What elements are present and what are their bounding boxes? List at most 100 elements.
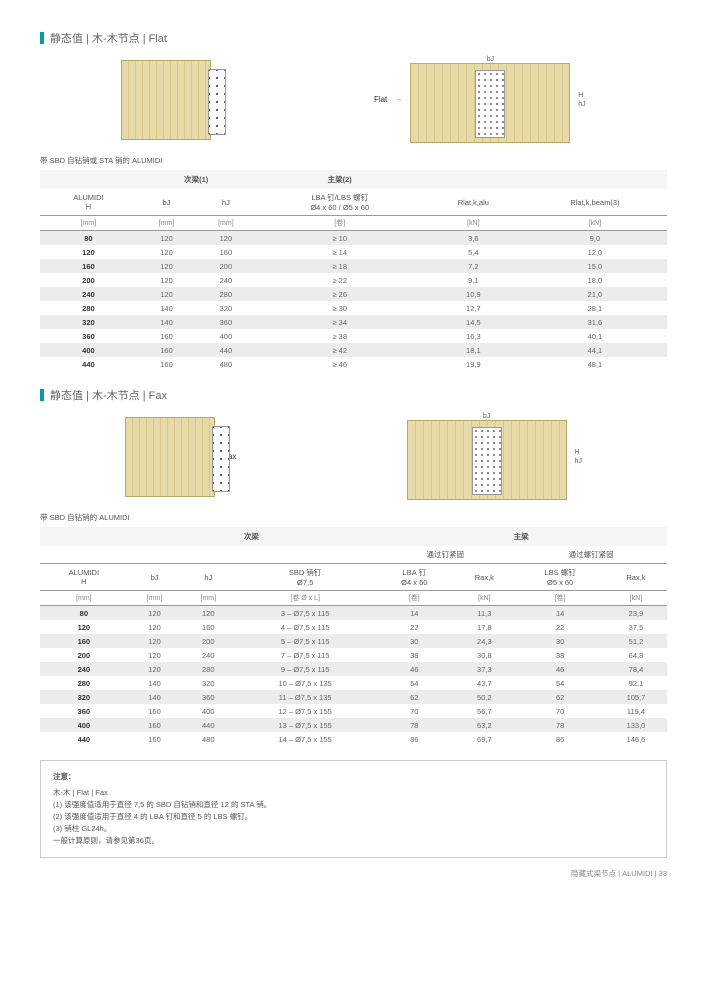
table-row: 160120200≥ 187,215,0 bbox=[40, 259, 667, 273]
table-row: 32014036011 – Ø7,5 x 1356250,262105,7 bbox=[40, 690, 667, 704]
table-cell: 37,5 bbox=[605, 620, 667, 634]
table-row: 801201203 – Ø7,5 x 1151411,31423,9 bbox=[40, 606, 667, 621]
table-cell: 12,7 bbox=[424, 301, 523, 315]
table-cell: 48,1 bbox=[523, 357, 667, 371]
wood-wide-icon bbox=[410, 63, 570, 143]
notes-item: 一般计算原则，请参见第36页。 bbox=[53, 835, 654, 847]
table-cell: 9 – Ø7,5 x 115 bbox=[235, 662, 375, 676]
table-cell: 21,0 bbox=[523, 287, 667, 301]
table-unit: [mm] bbox=[40, 216, 137, 231]
arrow-icon: → bbox=[395, 96, 402, 103]
table-cell: 200 bbox=[40, 273, 137, 287]
table-cell: ≥ 46 bbox=[256, 357, 424, 371]
table-row: 1201201604 – Ø7,5 x 1152217,82237,5 bbox=[40, 620, 667, 634]
table-cell: 160 bbox=[128, 704, 182, 718]
table-cell: 140 bbox=[137, 315, 196, 329]
table-cell: 4 – Ø7,5 x 115 bbox=[235, 620, 375, 634]
table-header: LBA 钉/LBS 螺钉Ø4 x 60 / Ø5 x 60 bbox=[256, 189, 424, 216]
table-header: Rax,k bbox=[453, 564, 515, 591]
table-cell: 46 bbox=[375, 662, 453, 676]
table-unit: [卷] bbox=[375, 591, 453, 606]
table-cell: 440 bbox=[181, 718, 235, 732]
table-unit: [mm] bbox=[137, 216, 196, 231]
table-cell: 140 bbox=[128, 676, 182, 690]
table-cell: 22 bbox=[515, 620, 605, 634]
table-cell: 86 bbox=[375, 732, 453, 746]
table-header: Rax,k bbox=[605, 564, 667, 591]
table-row: 440160480≥ 4619,948,1 bbox=[40, 357, 667, 371]
table-cell: 62 bbox=[375, 690, 453, 704]
table-header: 次梁(1) bbox=[137, 170, 256, 189]
table-cell: 30 bbox=[375, 634, 453, 648]
table-cell: 56,7 bbox=[453, 704, 515, 718]
section2-title: 静态值 | 木-木节点 | Fax bbox=[40, 387, 667, 403]
table-header: hJ bbox=[181, 564, 235, 591]
notes-subtitle: 木-木 | Flat | Fax bbox=[53, 787, 654, 799]
table-cell: 62 bbox=[515, 690, 605, 704]
table-cell: 40,1 bbox=[523, 329, 667, 343]
table-cell: 18,0 bbox=[523, 273, 667, 287]
table-cell: 160 bbox=[137, 357, 196, 371]
table-cell: ≥ 30 bbox=[256, 301, 424, 315]
table-row: 1601202005 – Ø7,5 x 1153024,33051,2 bbox=[40, 634, 667, 648]
table-cell: 70 bbox=[515, 704, 605, 718]
table-cell: 23,9 bbox=[605, 606, 667, 621]
table-header: 主梁 bbox=[375, 527, 667, 546]
table-cell: 480 bbox=[196, 357, 255, 371]
table-cell: 14 bbox=[515, 606, 605, 621]
notes-item: (3) 销柱 GL24h。 bbox=[53, 823, 654, 835]
table-cell: 92,1 bbox=[605, 676, 667, 690]
table2-body: 801201203 – Ø7,5 x 1151411,31423,9120120… bbox=[40, 606, 667, 747]
table-cell: 13 – Ø7,5 x 155 bbox=[235, 718, 375, 732]
table-header: 通过钉紧固 bbox=[375, 546, 515, 564]
table-cell: 360 bbox=[40, 329, 137, 343]
table-cell: 120 bbox=[137, 273, 196, 287]
table-cell: 78 bbox=[375, 718, 453, 732]
section2-caption: 带 SBD 自钻销的 ALUMIDI bbox=[40, 512, 667, 523]
table-header: bJ bbox=[137, 189, 196, 216]
table-row: 28014032010 – Ø7,5 x 1355443,75492,1 bbox=[40, 676, 667, 690]
table-cell: 280 bbox=[40, 301, 137, 315]
table-cell: 120 bbox=[128, 648, 182, 662]
table-cell: 11 – Ø7,5 x 135 bbox=[235, 690, 375, 704]
table-cell: 30,8 bbox=[453, 648, 515, 662]
bj-label: bJ bbox=[410, 56, 570, 63]
notes-title: 注意： bbox=[53, 771, 654, 783]
table2-group-header-row: 次梁 主梁 bbox=[40, 527, 667, 546]
table-cell: 120 bbox=[128, 620, 182, 634]
table-cell: 119,4 bbox=[605, 704, 667, 718]
table-cell: 24,3 bbox=[453, 634, 515, 648]
notes-item: (2) 该强度值适用于直径 4 的 LBA 钉和直径 5 的 LBS 螺钉。 bbox=[53, 811, 654, 823]
table-cell: 360 bbox=[40, 704, 128, 718]
h-label: H bbox=[578, 92, 585, 99]
notes-box: 注意： 木-木 | Flat | Fax (1) 该强度值适用于直径 7,5 的… bbox=[40, 760, 667, 858]
table-cell: 160 bbox=[128, 732, 182, 746]
table-cell: 9,0 bbox=[523, 231, 667, 246]
table-cell: 360 bbox=[181, 690, 235, 704]
section1-caption: 带 SBD 自钻销或 STA 销的 ALUMIDI bbox=[40, 155, 667, 166]
plate-icon bbox=[475, 70, 505, 138]
table-cell: 3 – Ø7,5 x 115 bbox=[235, 606, 375, 621]
diagram2-left: Fax bbox=[125, 417, 236, 497]
table-cell: 400 bbox=[181, 704, 235, 718]
table-cell: 9,1 bbox=[424, 273, 523, 287]
table-row: 36016040012 – Ø7,5 x 1557056,770119,4 bbox=[40, 704, 667, 718]
table-cell: 86 bbox=[515, 732, 605, 746]
table-cell: 54 bbox=[375, 676, 453, 690]
table-cell: ≥ 14 bbox=[256, 245, 424, 259]
table-cell: 120 bbox=[196, 231, 255, 246]
table-row: 320140360≥ 3414,531,6 bbox=[40, 315, 667, 329]
table-cell: 14 bbox=[375, 606, 453, 621]
notes-item: (1) 该强度值适用于直径 7,5 的 SBD 自钻销和直径 12 的 STA … bbox=[53, 799, 654, 811]
table-cell: 78 bbox=[515, 718, 605, 732]
wood-wide-icon bbox=[407, 420, 567, 500]
table-cell: 160 bbox=[181, 620, 235, 634]
table-unit: [kN] bbox=[523, 216, 667, 231]
table-cell: 17,8 bbox=[453, 620, 515, 634]
accent-bar-icon bbox=[40, 32, 44, 44]
table2-subgroup-row: 通过钉紧固 通过螺钉紧固 bbox=[40, 546, 667, 564]
table-row: 40016044013 – Ø7,5 x 1557863,278133,0 bbox=[40, 718, 667, 732]
table-cell: 280 bbox=[196, 287, 255, 301]
table-cell: 320 bbox=[196, 301, 255, 315]
table-header: bJ bbox=[128, 564, 182, 591]
